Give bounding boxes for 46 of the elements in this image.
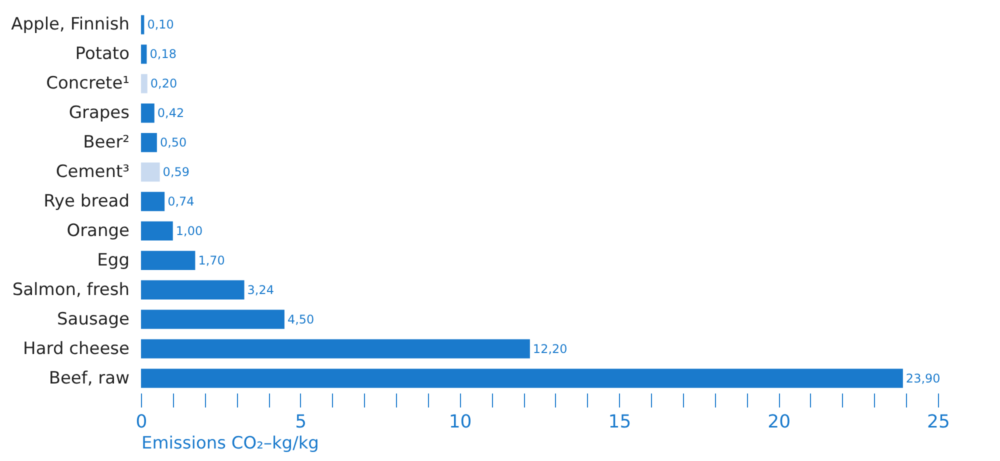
bar xyxy=(141,368,903,388)
y-tick-label: Beef, raw xyxy=(48,368,130,388)
y-tick-label: Hard cheese xyxy=(23,338,130,359)
data-label: 0,20 xyxy=(150,76,178,91)
bar xyxy=(141,44,147,64)
bar xyxy=(141,221,173,241)
x-tick-label: 20 xyxy=(768,412,791,432)
x-tick-label: 5 xyxy=(295,412,307,432)
y-tick-label: Apple, Finnish xyxy=(11,14,130,35)
x-tick-label: 10 xyxy=(448,412,472,432)
y-tick-label: Grapes xyxy=(68,103,130,124)
data-label: 4,50 xyxy=(287,312,314,326)
x-tick-label: 15 xyxy=(608,412,632,432)
x-tick-label: 0 xyxy=(136,412,148,432)
data-label: 23,90 xyxy=(906,371,940,386)
data-label: 12,20 xyxy=(532,342,568,356)
bar xyxy=(141,15,144,34)
bar xyxy=(141,74,148,94)
bar xyxy=(141,192,165,212)
y-tick-label: Orange xyxy=(66,220,130,241)
y-tick-label: Beer² xyxy=(83,132,130,153)
data-label: 0,10 xyxy=(147,18,174,32)
data-label: 0,18 xyxy=(150,47,176,62)
bar xyxy=(141,280,244,300)
bar xyxy=(141,133,157,152)
data-label: 1,70 xyxy=(198,253,225,268)
bar xyxy=(141,310,284,329)
y-tick-label: Concrete¹ xyxy=(46,74,130,94)
bar xyxy=(141,250,196,270)
y-tick-label: Cement³ xyxy=(56,162,130,182)
data-label: 0,50 xyxy=(160,136,187,150)
data-label: 0,74 xyxy=(168,194,194,208)
y-tick-label: Egg xyxy=(97,250,130,270)
y-tick-label: Salmon, fresh xyxy=(12,280,130,300)
bar xyxy=(141,104,154,123)
bar xyxy=(141,339,530,358)
x-axis-title: Emissions CO₂–kg/kg xyxy=(142,434,319,454)
y-tick-label: Rye bread xyxy=(44,192,130,212)
data-label: 0,42 xyxy=(157,106,184,120)
x-tick-label: 25 xyxy=(927,412,950,432)
bar xyxy=(141,162,160,182)
y-tick-label: Sausage xyxy=(56,309,130,330)
y-tick-label: Potato xyxy=(75,44,130,64)
data-label: 0,59 xyxy=(162,165,190,180)
data-label: 3,24 xyxy=(247,282,274,297)
data-label: 1,00 xyxy=(176,224,203,238)
